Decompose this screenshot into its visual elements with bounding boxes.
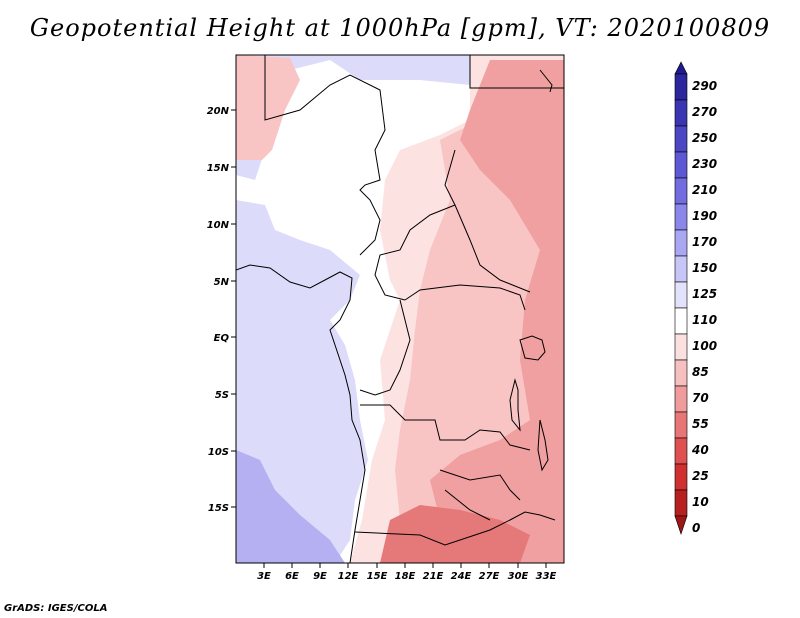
- colorbar-segment: [674, 203, 688, 231]
- colorbar: 2902702502302101901701501251101008570554…: [674, 61, 717, 535]
- colorbar-labels: 2902702502302101901701501251101008570554…: [691, 79, 717, 535]
- colorbar-segment: [674, 99, 688, 127]
- lon-label-3e: 3E: [257, 571, 271, 582]
- coast-east: [539, 69, 553, 93]
- colorbar-label: 40: [691, 443, 709, 457]
- lon-label-33e: 33E: [536, 571, 557, 582]
- lon-label-24e: 24E: [451, 571, 472, 582]
- colorbar-segment: [674, 255, 688, 283]
- colorbar-segment: [674, 489, 688, 517]
- field-red-south: [380, 505, 530, 563]
- colorbar-segment: [674, 437, 688, 465]
- coastline-west-africa: [236, 264, 366, 563]
- colorbar-segment: [674, 411, 688, 439]
- field-pink-northwest: [236, 55, 300, 160]
- lon-label-12e: 12E: [338, 571, 359, 582]
- colorbar-segment: [674, 73, 688, 101]
- colorbar-label: 100: [692, 339, 717, 353]
- colorbar-label: 250: [692, 131, 717, 145]
- field-purple-ocean: [236, 450, 345, 563]
- border-sahara: [264, 55, 386, 256]
- colorbar-label: 270: [692, 105, 717, 119]
- lon-label-30e: 30E: [508, 571, 529, 582]
- height-field: [236, 55, 564, 563]
- colorbar-label: 230: [692, 157, 717, 171]
- colorbar-segment: [674, 359, 688, 387]
- longitude-axis: 3E 6E 9E 12E 15E 18E 21E 24E 27E 30E 33E: [257, 563, 557, 582]
- colorbar-label: 55: [692, 417, 709, 431]
- lon-label-18e: 18E: [395, 571, 416, 582]
- latitude-axis: 20N 15N 10N 5N EQ 5S 10S 15S: [207, 106, 236, 514]
- colorbar-label: 0: [692, 521, 700, 535]
- colorbar-segment: [674, 463, 688, 491]
- colorbar-segment: [674, 229, 688, 257]
- colorbar-segment: [674, 125, 688, 153]
- lat-label-15n: 15N: [207, 163, 230, 174]
- lat-label-5s: 5S: [215, 390, 229, 401]
- lon-label-6e: 6E: [285, 571, 299, 582]
- colorbar-label: 25: [692, 469, 709, 483]
- colorbar-label: 210: [692, 183, 717, 197]
- lat-label-15s: 15S: [208, 503, 229, 514]
- border-south: [354, 469, 556, 546]
- field-lavender-ocean: [236, 55, 470, 563]
- lon-label-27e: 27E: [479, 571, 500, 582]
- lat-label-20n: 20N: [207, 106, 230, 117]
- footer-credit: GrADS: IGES/COLA: [4, 603, 108, 614]
- map-frame: [235, 54, 565, 564]
- colorbar-label: 150: [692, 261, 717, 275]
- colorbar-segment: [674, 385, 688, 413]
- lat-label-eq: EQ: [214, 333, 230, 344]
- field-salmon-east: [430, 60, 564, 563]
- lon-label-9e: 9E: [313, 571, 327, 582]
- colorbar-label: 170: [692, 235, 717, 249]
- colorbar-label: 110: [692, 313, 717, 327]
- lon-label-15e: 15E: [367, 571, 388, 582]
- colorbar-segment: [674, 333, 688, 361]
- boundaries: [236, 55, 564, 563]
- colorbar-segment: [674, 515, 688, 535]
- colorbar-segments: [674, 61, 688, 535]
- colorbar-label: 70: [692, 391, 709, 405]
- lake-malawi: [537, 419, 549, 472]
- colorbar-segment: [674, 61, 688, 75]
- lake-tanganyika: [509, 378, 521, 432]
- colorbar-label: 85: [692, 365, 709, 379]
- lat-label-5n: 5N: [214, 277, 230, 288]
- border-congo: [359, 284, 531, 451]
- colorbar-segment: [674, 177, 688, 205]
- chart-title: Geopotential Height at 1000hPa [gpm], VT…: [29, 14, 771, 42]
- colorbar-segment: [674, 151, 688, 179]
- colorbar-label: 290: [692, 79, 717, 93]
- colorbar-label: 190: [692, 209, 717, 223]
- lat-label-10n: 10N: [207, 220, 230, 231]
- colorbar-segment: [674, 307, 688, 335]
- border-chad-sudan: [374, 55, 564, 301]
- colorbar-segment: [674, 281, 688, 309]
- colorbar-label: 10: [692, 495, 709, 509]
- colorbar-label: 125: [692, 287, 717, 301]
- lat-label-10s: 10S: [208, 447, 229, 458]
- lon-label-21e: 21E: [423, 571, 444, 582]
- lake-victoria: [519, 335, 546, 361]
